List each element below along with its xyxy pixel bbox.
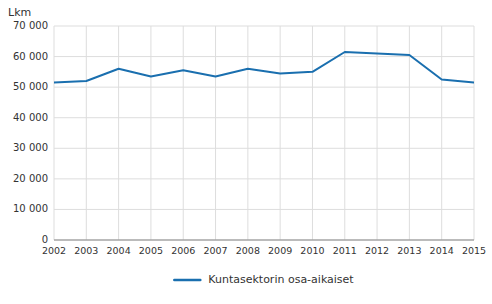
x-grid-line [247,26,248,240]
x-grid-line [150,26,151,240]
x-tick-label: 2011 [333,245,357,256]
x-grid-line [183,26,184,240]
x-grid-line [441,26,442,240]
y-tick-label: 0 [42,234,48,245]
y-tick-label: 40 000 [13,112,48,123]
x-grid-line [344,26,345,240]
y-tick-label: 70 000 [13,20,48,31]
x-grid-line [215,26,216,240]
y-tick-label: 10 000 [13,203,48,214]
x-axis-line [54,240,474,241]
y-grid-line [54,87,474,88]
chart-svg: 0 10 000 20 000 30 000 40 000 50 000 60 000 70 … [0,0,492,304]
legend-label: Kuntasektorin osa-aikaiset [208,273,354,286]
series-line [54,52,474,83]
x-tick-label: 2015 [462,245,486,256]
y-grid-line [54,117,474,118]
grid [54,26,474,240]
x-tick-label: 2006 [171,245,195,256]
x-tick-label: 2007 [203,245,227,256]
y-grid-line [54,148,474,149]
axes: 0 10 000 20 000 30 000 40 000 50 000 60 000 70 … [13,20,486,256]
y-tick-label: 30 000 [13,142,48,153]
y-axis-label: Lkm [8,6,31,19]
x-tick-label: 2005 [139,245,163,256]
x-tick-label: 2010 [300,245,324,256]
x-tick-label: 2003 [74,245,98,256]
y-grid-line [54,26,474,27]
legend-swatch [174,279,200,282]
x-grid-line [377,26,378,240]
x-grid-line [474,26,475,240]
y-tick-label: 50 000 [13,81,48,92]
x-tick-label: 2013 [397,245,421,256]
x-grid-line [118,26,119,240]
x-grid-line [54,26,55,240]
x-tick-label: 2009 [268,245,292,256]
x-grid-line [409,26,410,240]
x-grid-line [86,26,87,240]
plot-area [54,52,474,83]
x-tick-label: 2014 [430,245,454,256]
y-grid-line [54,178,474,179]
x-grid-line [280,26,281,240]
x-grid-line [312,26,313,240]
legend: Kuntasektorin osa-aikaiset [174,273,354,286]
x-tick-label: 2002 [42,245,66,256]
y-tick-label: 60 000 [13,51,48,62]
x-tick-label: 2008 [236,245,260,256]
chart-container: 0 10 000 20 000 30 000 40 000 50 000 60 000 70 … [0,0,492,304]
x-tick-label: 2012 [365,245,389,256]
y-grid-line [54,240,474,241]
y-tick-label: 20 000 [13,173,48,184]
legend-item: Kuntasektorin osa-aikaiset [174,273,354,286]
x-tick-label: 2004 [107,245,131,256]
y-grid-line [54,209,474,210]
